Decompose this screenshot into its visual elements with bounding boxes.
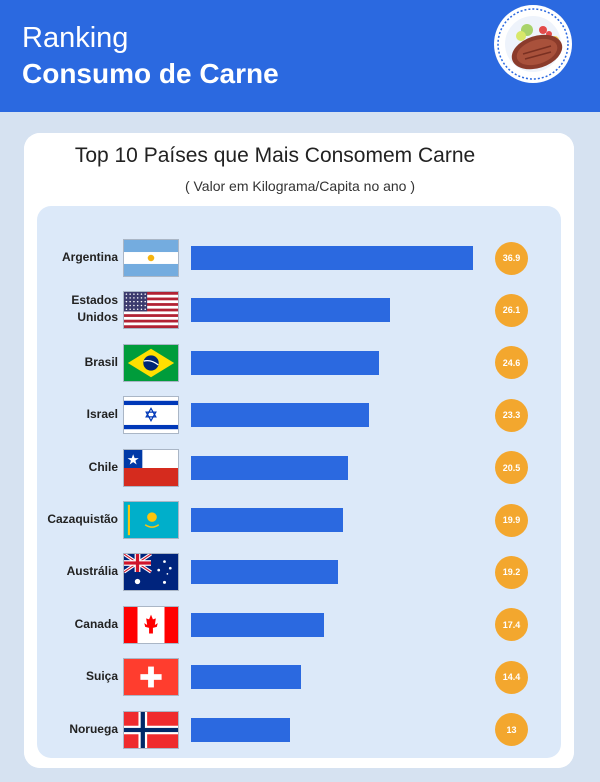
category-label: Argentina <box>61 250 118 264</box>
israel-flag-icon <box>123 396 179 435</box>
value-badge: 36.9 <box>495 241 528 275</box>
value-badge: 17.4 <box>495 608 528 642</box>
bar-mark <box>191 350 379 375</box>
category-label: Austrália <box>66 564 118 579</box>
category-label: Estados Unidos <box>71 293 118 325</box>
category-label: Canada <box>74 616 118 631</box>
value-badge: 26.1 <box>495 293 528 327</box>
canada-flag-icon <box>123 605 179 644</box>
brazil-flag-icon <box>123 343 179 382</box>
kazakhstan-flag-icon <box>123 501 179 539</box>
bar-mark <box>191 298 390 323</box>
bar-mark <box>191 508 343 532</box>
bar-mark <box>191 560 338 585</box>
switzerland-flag-icon <box>123 658 179 697</box>
chile-flag-icon <box>123 448 179 487</box>
bar-mark <box>191 246 473 270</box>
category-label: Chile <box>88 459 118 474</box>
norway-flag-icon <box>123 710 179 749</box>
value-badge: 24.6 <box>495 346 528 380</box>
bar-mark <box>191 612 324 637</box>
argentina-flag-icon <box>123 239 179 277</box>
header-banner: Ranking Consumo de Carne <box>0 0 600 112</box>
value-badge: 19.2 <box>495 555 528 589</box>
bar-mark <box>191 403 369 428</box>
bar-mark <box>191 717 290 742</box>
value-badge: 14.4 <box>495 660 528 694</box>
bar-mark <box>191 455 348 480</box>
value-badge: 19.9 <box>495 503 528 537</box>
category-label: Cazaquistão <box>47 512 118 526</box>
value-badge: 13 <box>495 713 528 747</box>
header-title: Consumo de Carne <box>22 58 279 89</box>
usa-flag-icon <box>123 291 179 330</box>
meat-steak-plate-icon <box>485 4 581 108</box>
header-line1: Ranking <box>22 22 129 54</box>
category-label: Brasil <box>84 354 118 369</box>
category-label: Noruega <box>69 721 118 736</box>
chart-subtitle: ( Valor em Kilograma/Capita no ano ) <box>184 178 416 194</box>
chart-title: Top 10 Países que Mais Consomem Carne <box>74 144 476 167</box>
value-badge: 20.5 <box>495 451 528 485</box>
australia-flag-icon <box>123 553 179 592</box>
bar-mark <box>191 665 301 690</box>
value-badge: 23.3 <box>495 398 528 432</box>
category-label: Israel <box>86 407 118 422</box>
category-label: Suiça <box>85 669 118 684</box>
